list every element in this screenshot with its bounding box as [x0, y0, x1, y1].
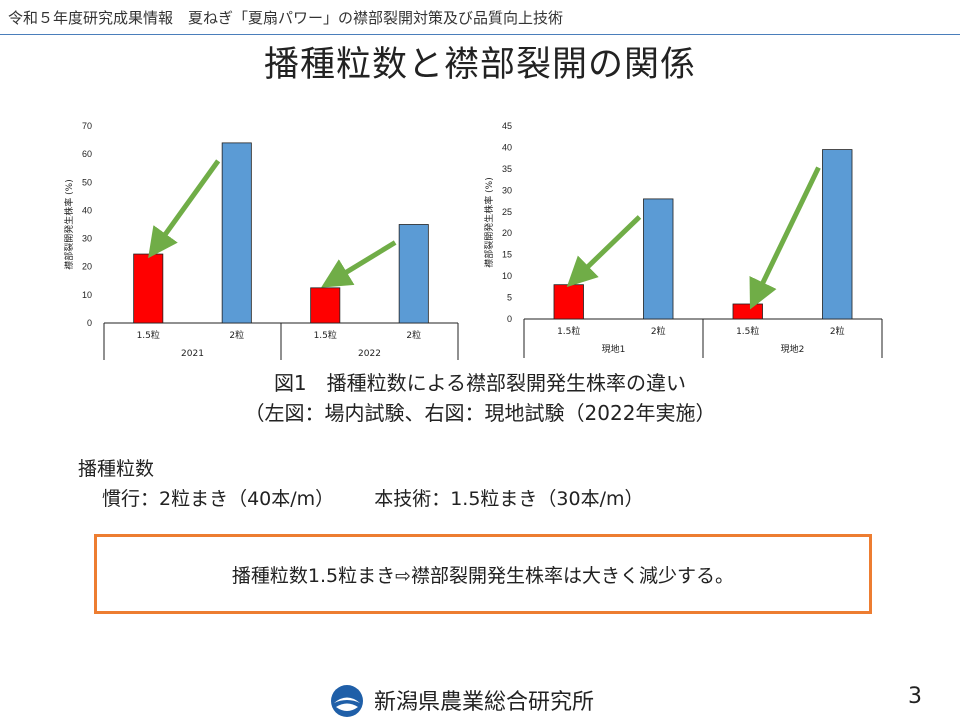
figure-caption-line1: 図1 播種粒数による襟部裂開発生株率の違い [273, 371, 687, 395]
category-label: 2粒 [229, 329, 244, 341]
sowing-new-technique: 本技術：1.5粒まき（30本/m） [374, 488, 644, 510]
y-tick-label: 10 [502, 271, 512, 281]
bar-2022-1.5粒 [310, 287, 341, 324]
sowing-conventional: 慣行：2粒まき（40本/m） [102, 488, 335, 510]
bar-2022-2粒 [398, 224, 429, 324]
bar-現地2-1.5粒 [732, 303, 763, 320]
chart-field-trial: 0 10 20 30 40 50 60 70 襟部裂開発生株率 (%) 1.5粒 2粒 2021 1.5… [60, 118, 470, 368]
decrease-arrow [148, 159, 221, 259]
y-tick-label: 25 [502, 207, 512, 217]
chart-field-trial-svg: 0 10 20 30 40 50 60 70 襟部裂開発生株率 (%) 1.5粒 2粒 2021 1.5… [63, 121, 459, 360]
y-axis-label: 襟部裂開発生株率 (%) [63, 179, 75, 269]
group-label: 2022 [358, 349, 381, 359]
y-tick-label: 0 [507, 314, 512, 324]
header-text: 令和５年度研究成果情報 夏ねぎ「夏扇パワー」の襟部裂開対策及び品質向上技術 [8, 9, 564, 27]
y-axis-label: 襟部裂開発生株率 (%) [484, 177, 495, 267]
y-tick-label: 5 [507, 293, 512, 303]
category-label: 2粒 [406, 329, 421, 341]
sowing-heading: 播種粒数 [78, 458, 155, 480]
chart-onsite-trial: 0 5 10 15 20 25 30 35 40 45 襟部裂開発生株率 (%) 1.5粒 2粒現地1 1… [484, 118, 894, 368]
figure-caption-line2: （左図：場内試験、右図：現地試験（2022年実施） [244, 401, 716, 425]
y-tick-label: 10 [82, 290, 92, 300]
category-label: 1.5粒 [137, 329, 160, 341]
page-number: 3 [908, 684, 922, 709]
bar-2021-1.5粒 [133, 253, 164, 324]
figure-caption: 図1 播種粒数による襟部裂開発生株率の違い （左図：場内試験、右図：現地試験（2… [0, 368, 960, 428]
decrease-arrow [566, 215, 642, 288]
y-tick-label: 50 [82, 177, 92, 187]
conclusion-box: 播種粒数1.5粒まき⇨襟部裂開発生株率は大きく減少する。 [94, 534, 872, 614]
y-tick-label: 15 [502, 250, 512, 260]
y-tick-label: 60 [82, 149, 92, 159]
conclusion-text: 播種粒数1.5粒まき⇨襟部裂開発生株率は大きく減少する。 [231, 564, 735, 587]
y-tick-label: 30 [502, 185, 512, 195]
bar-現地1-1.5粒 [553, 284, 584, 320]
category-label: 2粒 [651, 325, 666, 337]
y-tick-label: 30 [82, 234, 92, 244]
y-tick-label: 40 [82, 205, 92, 215]
group-label: 2021 [181, 349, 204, 359]
y-tick-label: 35 [502, 164, 512, 174]
slide-header: 令和５年度研究成果情報 夏ねぎ「夏扇パワー」の襟部裂開対策及び品質向上技術 [0, 0, 960, 35]
group-label: 現地1 [602, 343, 626, 355]
y-tick-label: 40 [502, 142, 512, 152]
category-label: 1.5粒 [557, 325, 580, 337]
y-tick-label: 20 [502, 228, 512, 238]
sowing-details: 慣行：2粒まき（40本/m） 本技術：1.5粒まき（30本/m） [78, 484, 644, 514]
category-label: 2粒 [830, 325, 845, 337]
decrease-arrow [321, 240, 397, 288]
y-tick-label: 45 [502, 121, 512, 131]
category-label: 1.5粒 [736, 325, 759, 337]
bar-2021-2粒 [221, 142, 252, 324]
footer-organization: 新潟県農業総合研究所 [374, 690, 595, 715]
slide-title: 播種粒数と襟部裂開の関係 [263, 45, 696, 85]
y-tick-label: 70 [82, 121, 92, 131]
bar-現地1-2粒 [643, 198, 674, 320]
prefecture-emblem-icon [331, 685, 363, 717]
decrease-arrow [749, 166, 821, 310]
bar-現地2-2粒 [822, 149, 853, 320]
y-tick-label: 20 [82, 262, 92, 272]
group-label: 現地2 [781, 343, 805, 355]
y-tick-label: 0 [87, 318, 92, 328]
category-label: 1.5粒 [314, 329, 337, 341]
sowing-info: 播種粒数 慣行：2粒まき（40本/m） 本技術：1.5粒まき（30本/m） [78, 454, 644, 514]
